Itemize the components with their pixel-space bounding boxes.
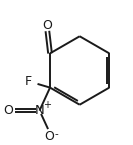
Text: O: O: [44, 130, 54, 143]
Text: O: O: [3, 104, 13, 117]
Text: N: N: [35, 104, 44, 117]
Text: O: O: [42, 19, 52, 32]
Text: -: -: [54, 129, 58, 139]
Text: F: F: [25, 75, 32, 88]
Text: +: +: [43, 100, 51, 110]
